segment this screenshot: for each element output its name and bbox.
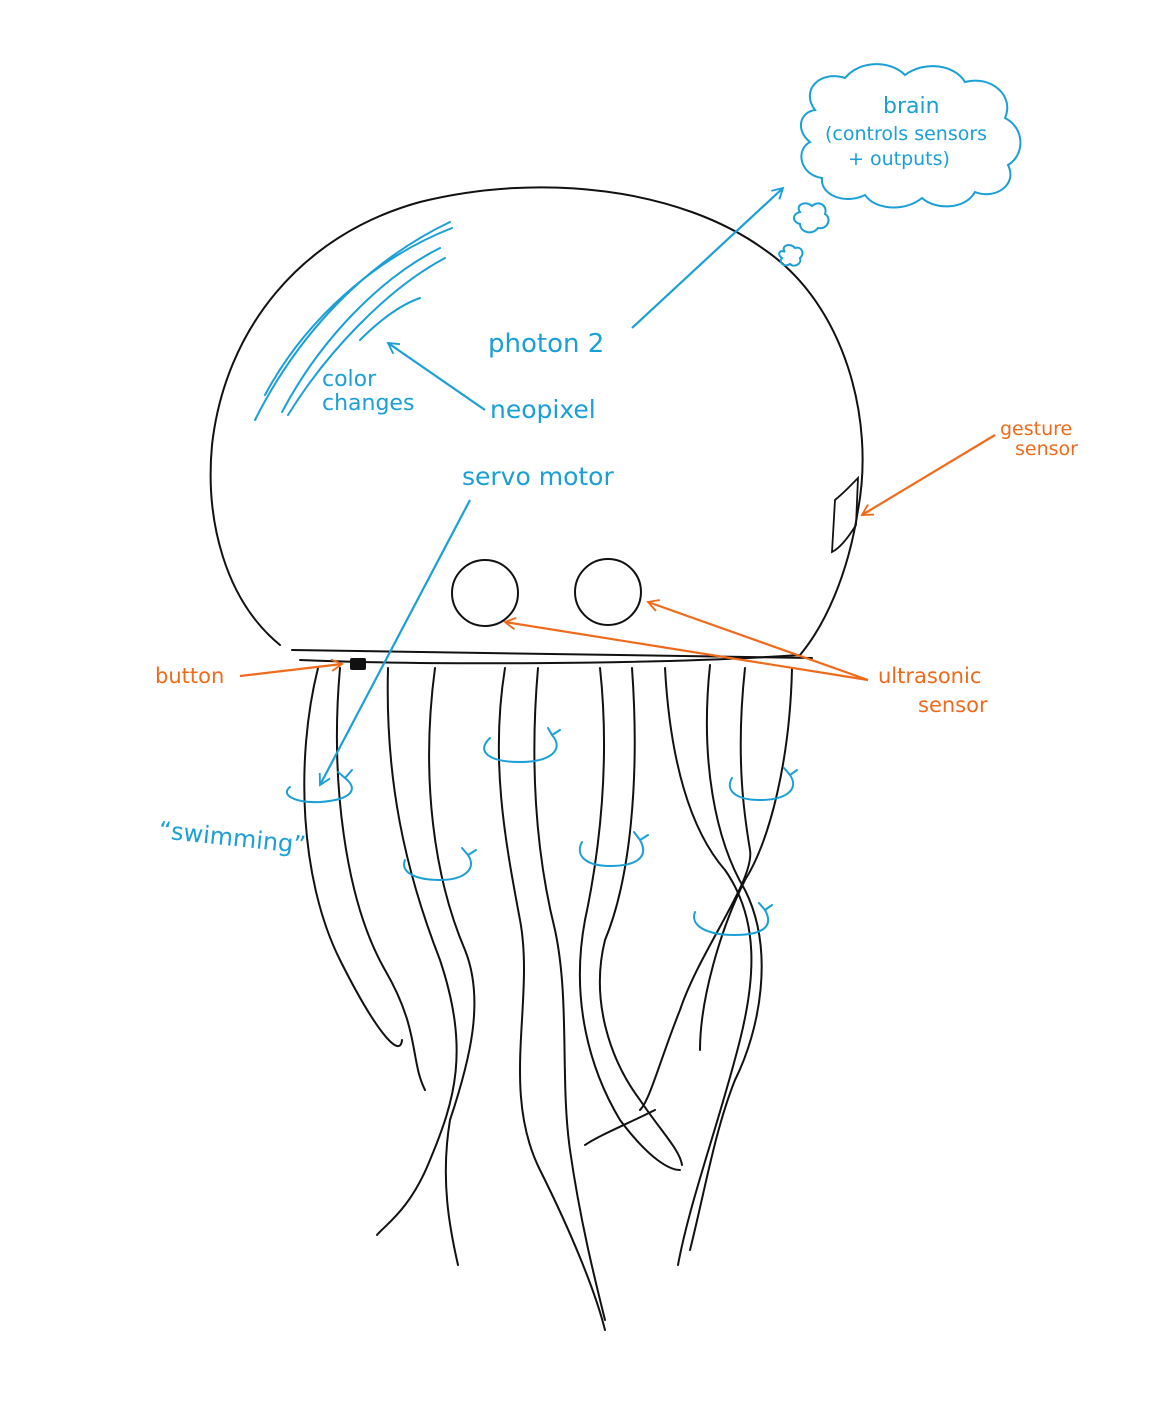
ultrasonic-arrow-left (503, 617, 869, 682)
servo-arrow (318, 499, 471, 787)
gesture-arrow (860, 434, 996, 516)
neopixel-arrow (386, 341, 486, 411)
brain-thought-cloud (778, 63, 1022, 267)
gesture-sensor-patch (831, 475, 859, 554)
button-arrow (239, 658, 344, 678)
servo-label: servo motor (462, 462, 614, 491)
ultrasonic-label-2: sensor (918, 693, 988, 717)
ultrasonic-arrow-right (646, 599, 869, 682)
rotation-marks (285, 727, 798, 937)
tentacles (303, 664, 793, 1331)
color-label-2: changes (322, 391, 414, 416)
neopixel-label: neopixel (490, 395, 596, 424)
button-marker (350, 658, 366, 670)
photon-to-brain-arrow (631, 186, 785, 329)
photon-label: photon 2 (488, 329, 604, 359)
jellyfish-bell (209, 186, 864, 665)
button-label: button (155, 664, 224, 688)
neopixel-strokes (254, 221, 453, 421)
gesture-label-1: gesture (1000, 418, 1072, 440)
ultrasonic-label-1: ultrasonic (878, 664, 981, 688)
gesture-label-2: sensor (1015, 438, 1078, 460)
swimming-label: “swimming” (157, 816, 307, 859)
brain-label-2: (controls sensors (825, 123, 987, 145)
brain-label-3: + outputs) (848, 148, 950, 170)
ultrasonic-eye-right (574, 558, 642, 626)
color-label-1: color (322, 367, 377, 392)
orange-labels: gesture sensor button ultrasonic sensor (155, 418, 1078, 717)
ultrasonic-eye-left (451, 559, 519, 627)
brain-label-1: brain (883, 94, 940, 119)
